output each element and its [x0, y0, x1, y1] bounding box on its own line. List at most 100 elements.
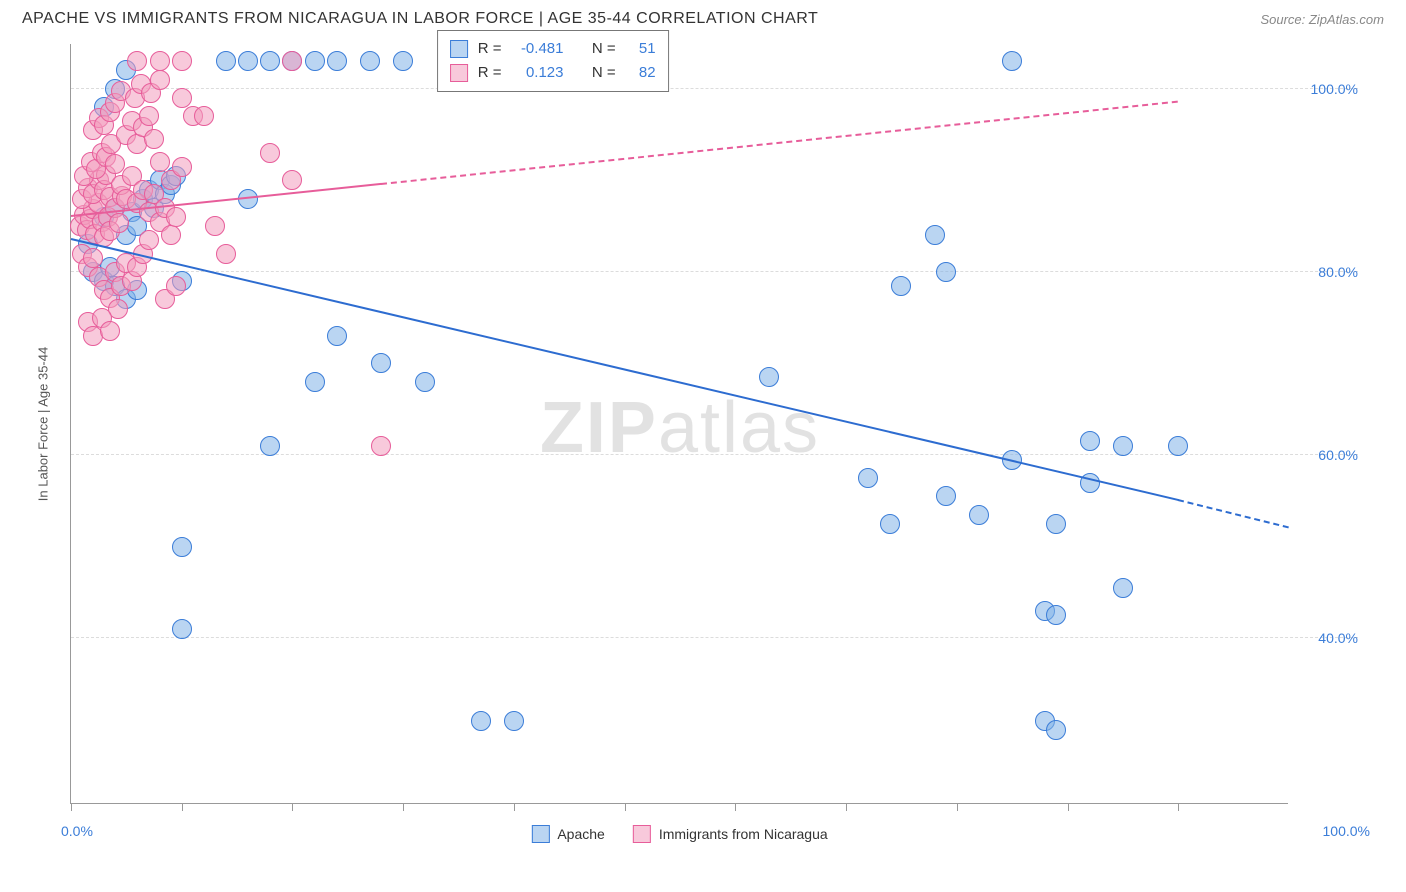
stats-box: R =-0.481 N =51R =0.123 N =82 — [437, 30, 669, 92]
y-tick-label: 80.0% — [1298, 264, 1358, 280]
trend-line-ext-apache — [1178, 499, 1289, 528]
data-point-nicaragua — [260, 143, 280, 163]
header: APACHE VS IMMIGRANTS FROM NICARAGUA IN L… — [0, 0, 1406, 36]
x-tick — [957, 803, 958, 811]
x-tick — [182, 803, 183, 811]
data-point-apache — [1002, 51, 1022, 71]
legend: Apache Immigrants from Nicaragua — [531, 825, 827, 843]
data-point-nicaragua — [282, 51, 302, 71]
r-label: R = — [478, 37, 502, 61]
data-point-apache — [504, 711, 524, 731]
legend-item-apache: Apache — [531, 825, 604, 843]
plot-area: In Labor Force | Age 35-44 40.0%60.0%80.… — [70, 44, 1288, 804]
x-tick — [846, 803, 847, 811]
data-point-nicaragua — [166, 207, 186, 227]
chart-title: APACHE VS IMMIGRANTS FROM NICARAGUA IN L… — [22, 10, 818, 28]
n-label: N = — [592, 37, 616, 61]
trend-line-apache — [71, 238, 1179, 501]
data-point-nicaragua — [371, 436, 391, 456]
data-point-nicaragua — [205, 216, 225, 236]
data-point-apache — [360, 51, 380, 71]
data-point-nicaragua — [139, 106, 159, 126]
data-point-apache — [471, 711, 491, 731]
legend-swatch-nicaragua — [633, 825, 651, 843]
x-tick — [514, 803, 515, 811]
data-point-nicaragua — [166, 276, 186, 296]
data-point-apache — [858, 468, 878, 488]
data-point-apache — [1080, 431, 1100, 451]
data-point-apache — [1168, 436, 1188, 456]
data-point-apache — [1113, 436, 1133, 456]
gridline — [71, 88, 1358, 89]
data-point-apache — [1046, 720, 1066, 740]
data-point-nicaragua — [144, 129, 164, 149]
x-tick — [625, 803, 626, 811]
y-tick-label: 40.0% — [1298, 630, 1358, 646]
watermark: ZIPatlas — [540, 387, 820, 469]
y-axis-label: In Labor Force | Age 35-44 — [36, 346, 51, 500]
data-point-apache — [260, 51, 280, 71]
data-point-nicaragua — [161, 225, 181, 245]
data-point-apache — [327, 326, 347, 346]
n-label: N = — [592, 61, 616, 85]
y-tick-label: 100.0% — [1298, 81, 1358, 97]
data-point-apache — [393, 51, 413, 71]
r-value-apache: -0.481 — [511, 37, 563, 61]
data-point-apache — [327, 51, 347, 71]
x-tick — [735, 803, 736, 811]
x-tick — [403, 803, 404, 811]
data-point-apache — [925, 225, 945, 245]
data-point-apache — [260, 436, 280, 456]
stats-row-nicaragua: R = 0.123 N = 82 — [450, 61, 656, 85]
x-tick — [1178, 803, 1179, 811]
data-point-apache — [172, 619, 192, 639]
r-label: R = — [478, 61, 502, 85]
source-attribution: Source: ZipAtlas.com — [1260, 12, 1384, 27]
data-point-nicaragua — [150, 152, 170, 172]
data-point-nicaragua — [100, 321, 120, 341]
data-point-apache — [371, 353, 391, 373]
trend-line-ext-nicaragua — [381, 101, 1178, 185]
data-point-nicaragua — [216, 244, 236, 264]
x-tick-label-min: 0.0% — [61, 823, 93, 839]
n-value-nicaragua: 82 — [626, 61, 656, 85]
x-tick-label-max: 100.0% — [1323, 823, 1370, 839]
legend-swatch-apache — [531, 825, 549, 843]
data-point-apache — [305, 372, 325, 392]
y-tick-label: 60.0% — [1298, 447, 1358, 463]
data-point-apache — [305, 51, 325, 71]
source-prefix: Source: — [1260, 12, 1308, 27]
swatch-apache — [450, 40, 468, 58]
source-name: ZipAtlas.com — [1309, 12, 1384, 27]
x-tick — [1068, 803, 1069, 811]
legend-label-nicaragua: Immigrants from Nicaragua — [659, 826, 828, 842]
data-point-nicaragua — [127, 51, 147, 71]
data-point-nicaragua — [150, 51, 170, 71]
data-point-nicaragua — [172, 88, 192, 108]
data-point-nicaragua — [139, 230, 159, 250]
data-point-apache — [936, 486, 956, 506]
data-point-apache — [891, 276, 911, 296]
data-point-apache — [216, 51, 236, 71]
data-point-apache — [1046, 514, 1066, 534]
data-point-nicaragua — [109, 213, 129, 233]
gridline — [71, 271, 1358, 272]
data-point-apache — [759, 367, 779, 387]
stats-row-apache: R =-0.481 N =51 — [450, 37, 656, 61]
legend-item-nicaragua: Immigrants from Nicaragua — [633, 825, 828, 843]
data-point-apache — [1046, 605, 1066, 625]
data-point-apache — [936, 262, 956, 282]
data-point-apache — [880, 514, 900, 534]
data-point-nicaragua — [282, 170, 302, 190]
data-point-nicaragua — [83, 248, 103, 268]
data-point-apache — [172, 537, 192, 557]
swatch-nicaragua — [450, 64, 468, 82]
r-value-nicaragua: 0.123 — [511, 61, 563, 85]
x-tick — [71, 803, 72, 811]
data-point-nicaragua — [150, 70, 170, 90]
data-point-nicaragua — [172, 157, 192, 177]
data-point-apache — [415, 372, 435, 392]
data-point-apache — [969, 505, 989, 525]
x-tick — [292, 803, 293, 811]
data-point-apache — [1113, 578, 1133, 598]
